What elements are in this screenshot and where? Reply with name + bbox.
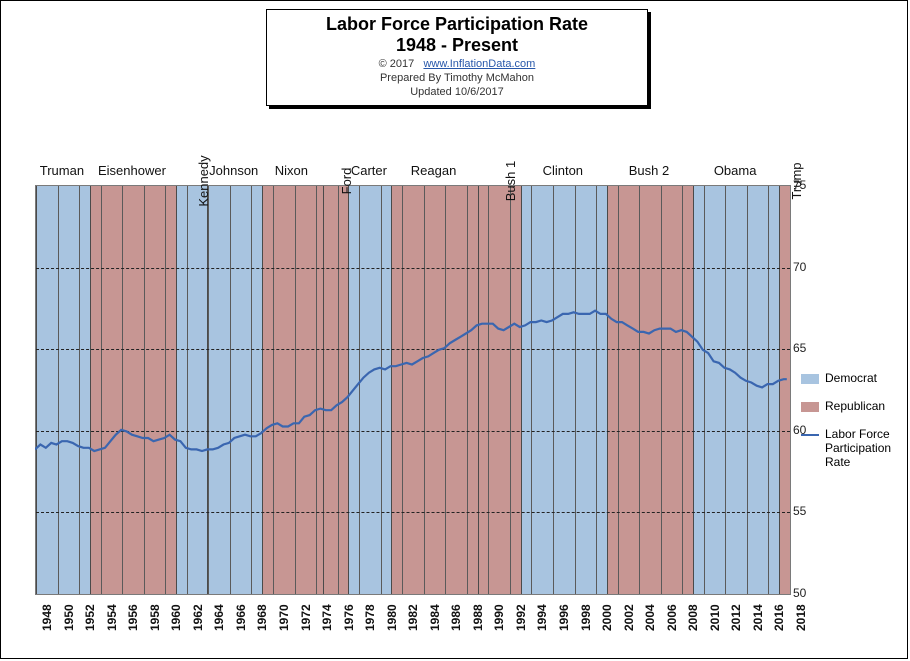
y-tick: 70 (793, 260, 819, 274)
x-tick: 1956 (126, 604, 140, 631)
source-link[interactable]: www.InflationData.com (423, 58, 535, 70)
y-tick: 50 (793, 586, 819, 600)
x-tick: 1976 (342, 604, 356, 631)
title-box: Labor Force Participation Rate 1948 - Pr… (266, 9, 648, 106)
president-label: Truman (40, 163, 84, 178)
chart-frame: Labor Force Participation Rate 1948 - Pr… (0, 0, 908, 659)
x-tick: 1966 (234, 604, 248, 631)
updated-text: Updated 10/6/2017 (410, 86, 504, 98)
x-tick: 1988 (471, 604, 485, 631)
x-tick: 2000 (600, 604, 614, 631)
x-tick: 1952 (83, 604, 97, 631)
x-tick: 2014 (751, 604, 765, 631)
x-tick: 1958 (148, 604, 162, 631)
x-tick: 1986 (449, 604, 463, 631)
plot-area: TrumanEisenhowerKennedyJohnsonNixonFordC… (35, 185, 789, 593)
x-tick: 1968 (255, 604, 269, 631)
x-tick: 1982 (406, 604, 420, 631)
y-tick: 55 (793, 504, 819, 518)
x-tick: 1992 (514, 604, 528, 631)
legend-swatch-icon (801, 402, 819, 412)
president-label: Johnson (209, 163, 258, 178)
x-tick: 2012 (729, 604, 743, 631)
president-label: Bush 2 (629, 163, 669, 178)
x-tick: 2002 (622, 604, 636, 631)
x-tick: 1980 (385, 604, 399, 631)
x-tick: 1964 (212, 604, 226, 631)
x-tick: 2006 (665, 604, 679, 631)
president-label: Bush 1 (503, 161, 518, 201)
legend-label: Republican (825, 399, 885, 413)
x-tick: 1972 (299, 604, 313, 631)
legend-label: Democrat (825, 371, 877, 385)
chart-title-line2: 1948 - Present (267, 35, 647, 56)
x-tick: 1994 (535, 604, 549, 631)
legend-swatch-icon (801, 374, 819, 384)
chart-title-line1: Labor Force Participation Rate (267, 14, 647, 35)
legend-label: Labor Force Participation Rate (825, 427, 903, 469)
x-tick: 1950 (62, 604, 76, 631)
president-label: Eisenhower (98, 163, 166, 178)
x-tick: 1960 (169, 604, 183, 631)
line-chart-svg (35, 185, 789, 593)
lfpr-line (35, 311, 787, 451)
president-label: Carter (351, 163, 387, 178)
chart-title-meta: © 2017 www.InflationData.com Prepared By… (267, 58, 647, 99)
president-label: Nixon (275, 163, 308, 178)
prepared-text: Prepared By Timothy McMahon (380, 72, 534, 84)
legend-item: Democrat (801, 371, 903, 385)
copyright-text: © 2017 (379, 58, 415, 70)
president-label: Obama (714, 163, 757, 178)
x-tick: 1954 (105, 604, 119, 631)
x-tick: 1996 (557, 604, 571, 631)
y-tick: 75 (793, 178, 819, 192)
legend-item: Republican (801, 399, 903, 413)
president-label: Clinton (543, 163, 583, 178)
x-tick: 1962 (191, 604, 205, 631)
x-tick: 2018 (794, 604, 808, 631)
y-tick: 65 (793, 341, 819, 355)
x-tick: 1970 (277, 604, 291, 631)
legend-line-icon (801, 434, 819, 436)
x-tick: 1990 (492, 604, 506, 631)
x-tick: 2010 (708, 604, 722, 631)
x-tick: 2004 (643, 604, 657, 631)
x-tick: 1998 (579, 604, 593, 631)
x-tick: 1978 (363, 604, 377, 631)
x-tick: 1984 (428, 604, 442, 631)
x-tick: 1974 (320, 604, 334, 631)
x-tick: 2008 (686, 604, 700, 631)
x-tick: 1948 (40, 604, 54, 631)
president-label: Reagan (411, 163, 457, 178)
x-tick: 2016 (772, 604, 786, 631)
legend-item: Labor Force Participation Rate (801, 427, 903, 469)
legend: Democrat Republican Labor Force Participat… (801, 371, 903, 483)
